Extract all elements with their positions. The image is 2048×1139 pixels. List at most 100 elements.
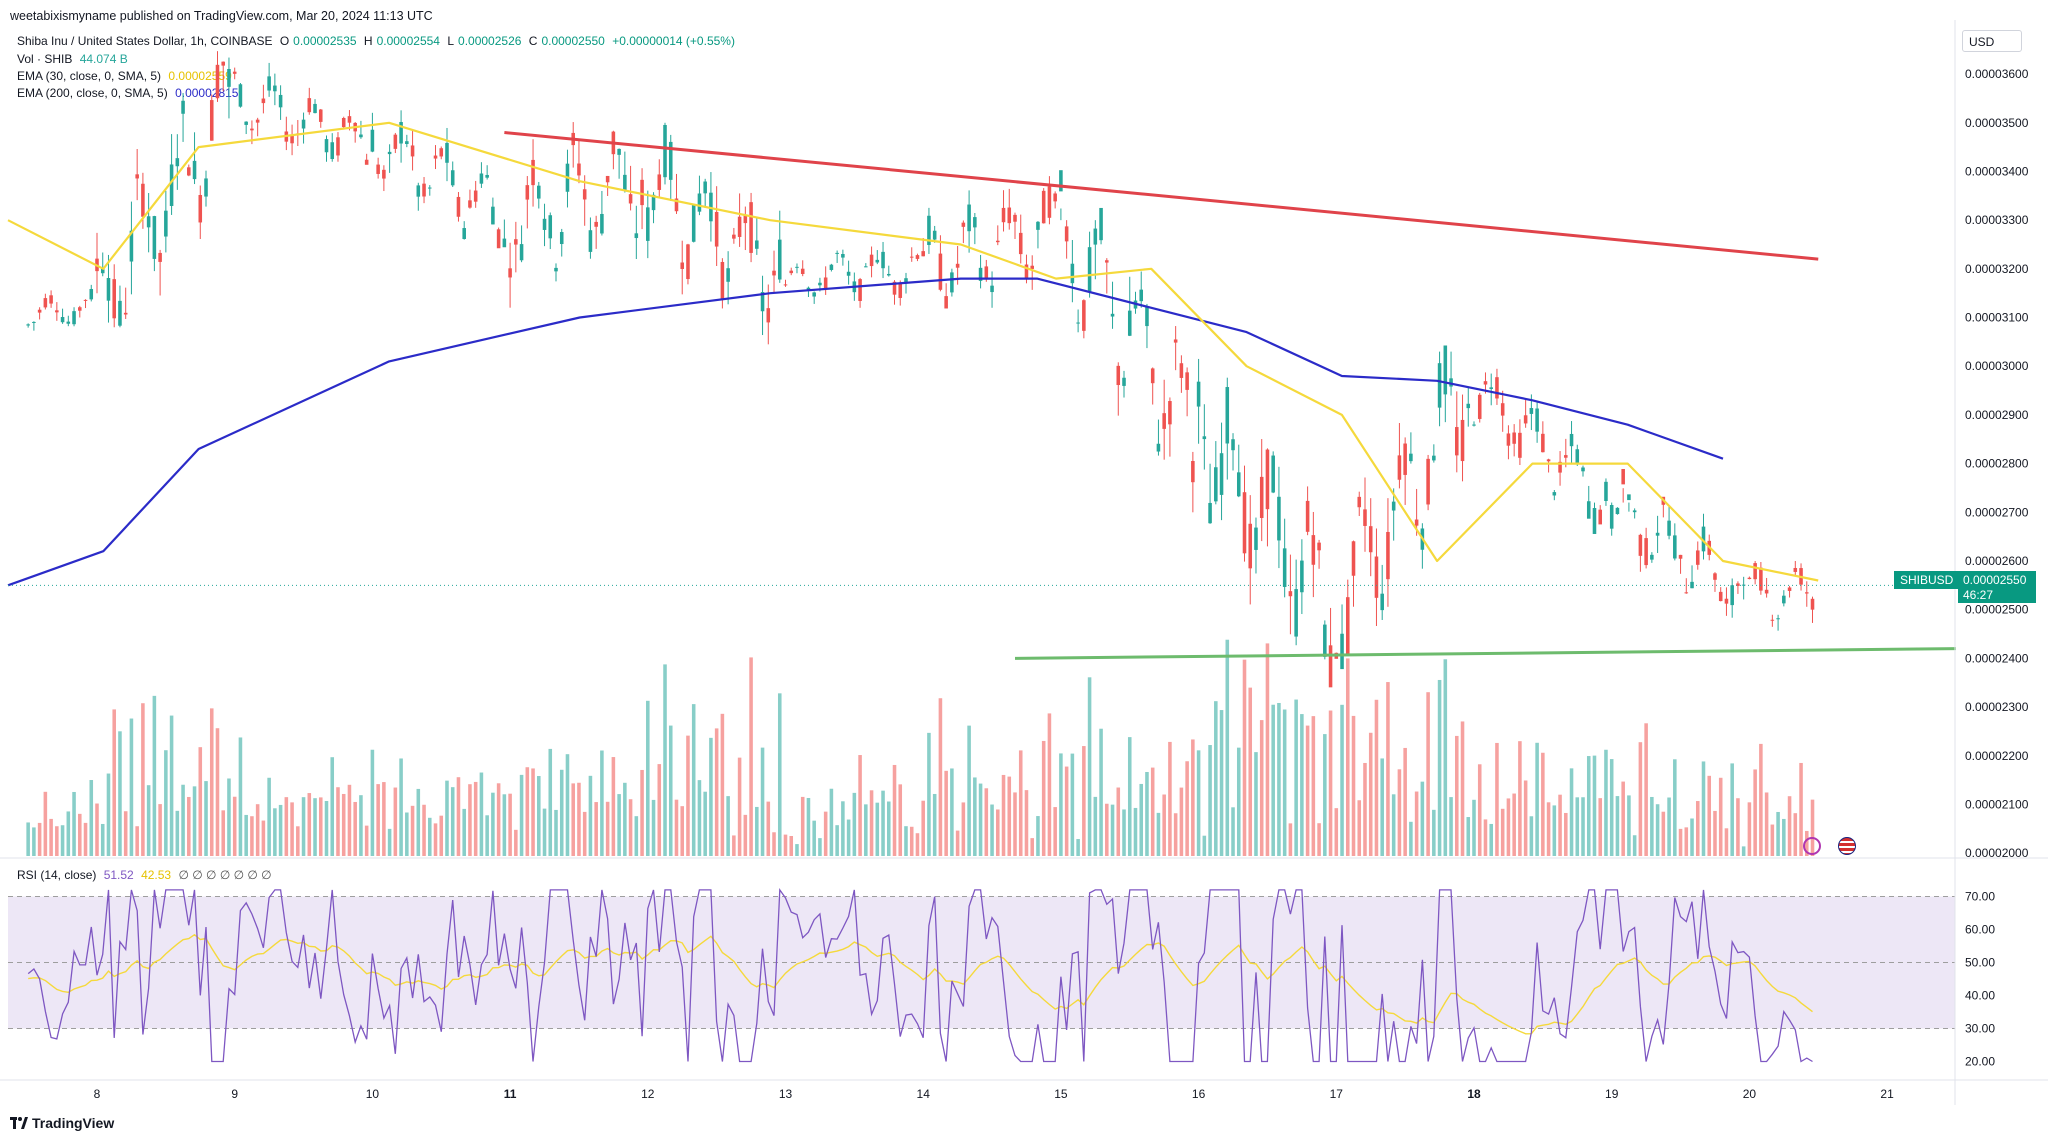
volume-bar: [783, 834, 788, 856]
volume-bar: [950, 768, 954, 856]
volume-bar: [491, 792, 495, 856]
candle-body: [1409, 453, 1413, 462]
price-tick-label: 0.00003600: [1965, 67, 2029, 81]
volume-bar: [1323, 734, 1327, 856]
symbol-title[interactable]: Shiba Inu / United States Dollar, 1h, CO…: [17, 34, 273, 48]
candle-body: [1363, 509, 1367, 526]
volume-bar: [760, 747, 765, 856]
volume-bar: [1340, 704, 1344, 856]
volume-bar: [904, 826, 908, 856]
volume-bar: [227, 778, 231, 856]
volume-bar: [1064, 766, 1069, 856]
currency-selector[interactable]: USD: [1962, 30, 2022, 52]
volume-bar: [1196, 750, 1201, 856]
volume-bar: [1093, 796, 1098, 856]
volume-bar: [267, 777, 271, 856]
volume-bar: [921, 800, 925, 856]
volume-bar: [1489, 823, 1493, 856]
candle-body: [772, 270, 776, 276]
candle-body: [938, 253, 943, 290]
candle-body: [1443, 345, 1448, 395]
candle-body: [577, 163, 581, 176]
volume-bar: [37, 822, 42, 856]
candle-body: [996, 240, 1000, 243]
price-tick-label: 0.00002600: [1965, 554, 2029, 568]
volume-bar: [565, 754, 570, 856]
candle-body: [737, 216, 742, 237]
volume-bar: [1271, 704, 1275, 856]
volume-bar: [1007, 776, 1012, 856]
rsi-label: RSI (14, close): [17, 868, 97, 882]
volume-bar: [858, 755, 862, 856]
volume-bar: [1328, 710, 1333, 856]
volume-bar: [364, 825, 369, 856]
candle-body: [634, 233, 639, 239]
candle-body: [531, 159, 535, 186]
volume-bar: [1168, 741, 1172, 856]
volume-bar: [886, 801, 891, 856]
candle-body: [164, 210, 168, 237]
candle-body: [1776, 618, 1780, 620]
candle-body: [1288, 591, 1293, 597]
volume-bar: [43, 791, 48, 856]
candle-body: [123, 312, 128, 315]
volume-legend[interactable]: Vol · SHIB 44.074 B: [17, 52, 132, 66]
time-tick-label: 8: [94, 1087, 101, 1101]
candle-body: [238, 84, 243, 107]
volume-bar: [789, 836, 794, 856]
candle-body: [588, 230, 593, 252]
candle-body: [135, 174, 139, 179]
candle-body: [1403, 443, 1407, 475]
volume-bar: [1334, 808, 1339, 856]
volume-bar: [795, 844, 799, 856]
resistance-trendline[interactable]: [504, 131, 1819, 261]
candle-body: [1489, 387, 1493, 389]
volume-bar: [382, 782, 386, 856]
candle-body: [594, 221, 598, 227]
volume-bar: [1202, 835, 1207, 856]
volume-bar: [1087, 677, 1092, 856]
candle-body: [78, 307, 82, 311]
volume-bar: [129, 718, 134, 856]
candle-body: [1087, 247, 1092, 292]
volume-bar: [525, 767, 530, 856]
volume-bar: [1409, 821, 1413, 856]
candle-body: [1277, 496, 1281, 541]
support-trendline[interactable]: [1014, 647, 1956, 660]
candle-body: [1001, 207, 1006, 223]
volume-bar: [835, 825, 839, 856]
volume-bar: [49, 818, 53, 856]
last-price-tag: 0.00002550 46:27: [1958, 571, 2036, 603]
candle-body: [1426, 458, 1430, 505]
open-label: O: [279, 34, 290, 48]
rsi-legend[interactable]: RSI (14, close) 51.52 42.53 ∅ ∅ ∅ ∅ ∅ ∅ …: [17, 868, 272, 882]
candle-body: [1173, 339, 1178, 343]
lightning-icon[interactable]: [1803, 837, 1821, 855]
ema200-legend[interactable]: EMA (200, close, 0, SMA, 5) 0.00002815: [17, 86, 242, 100]
candle-body: [1368, 526, 1373, 553]
candle-body: [66, 321, 71, 324]
volume-bar: [628, 799, 633, 856]
price-tick-label: 0.00002400: [1965, 651, 2029, 665]
candle-body: [330, 142, 335, 160]
candle-body: [1787, 587, 1792, 591]
volume-bar: [347, 784, 352, 856]
volume-bar: [1787, 796, 1792, 856]
flag-us-icon[interactable]: [1838, 837, 1856, 855]
candle-body: [1523, 415, 1528, 424]
candle-body: [1575, 449, 1580, 465]
candle-body: [393, 134, 398, 149]
candle-body: [1569, 433, 1574, 447]
volume-bar: [617, 794, 621, 856]
volume-bar: [238, 737, 243, 856]
volume-bar: [1282, 709, 1287, 856]
volume-bar: [1477, 764, 1482, 856]
candle-body: [921, 251, 925, 257]
candle-body: [1804, 592, 1809, 594]
volume-bar: [927, 732, 931, 856]
volume-bar: [1695, 801, 1700, 856]
candle-body: [1265, 449, 1270, 510]
candle-body: [1030, 265, 1034, 269]
volume-bar: [187, 796, 191, 856]
